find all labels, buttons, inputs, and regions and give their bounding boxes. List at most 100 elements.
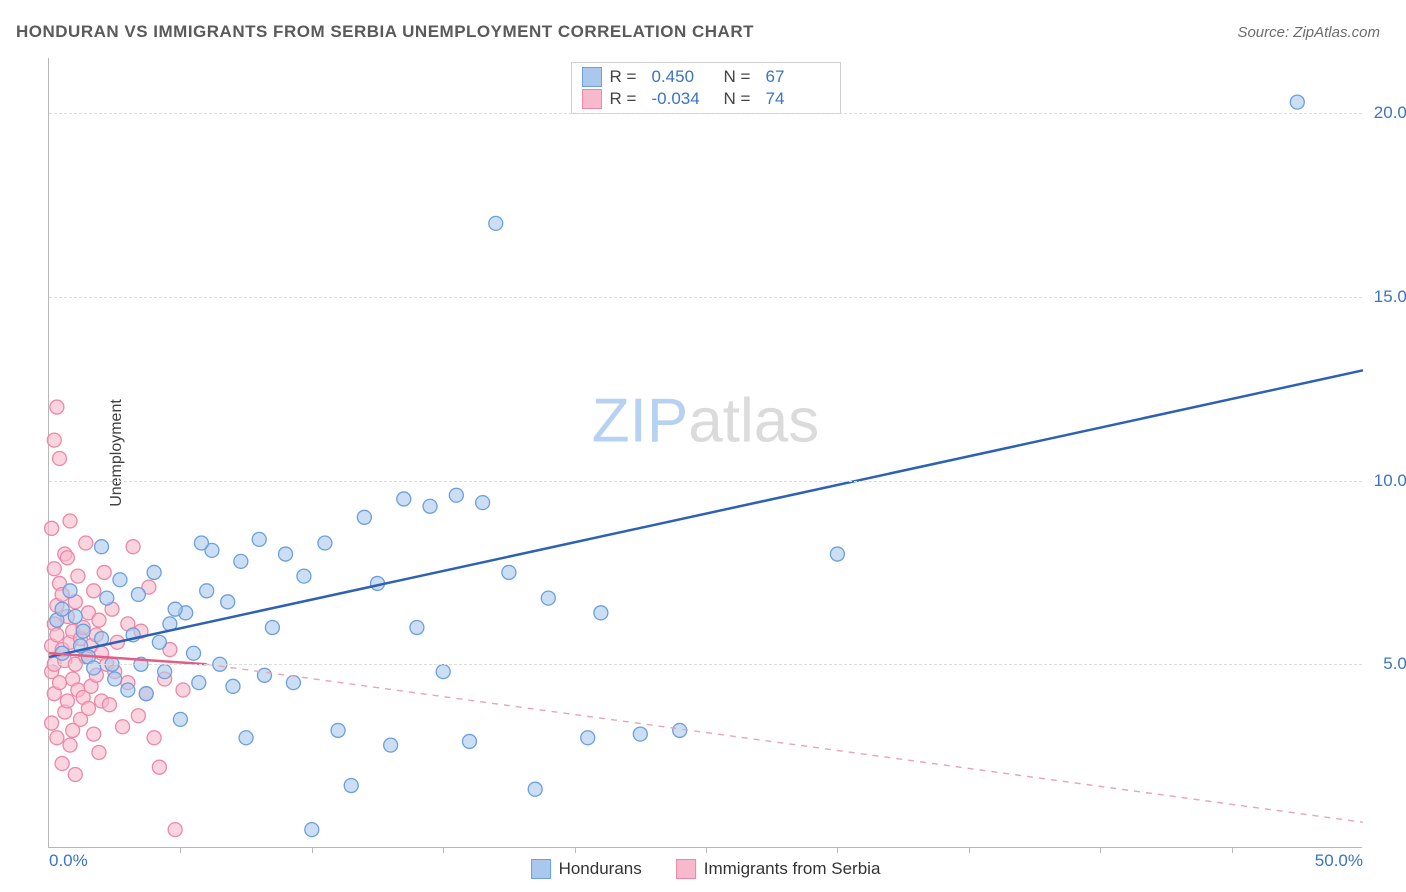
hondurans-point	[55, 602, 69, 616]
hondurans-point	[357, 510, 371, 524]
x-tick-minor	[1100, 847, 1101, 853]
hondurans-point	[502, 565, 516, 579]
serbia-point	[92, 613, 106, 627]
serbia-point	[53, 676, 67, 690]
hondurans-point	[594, 606, 608, 620]
plot-svg	[49, 58, 1362, 847]
hondurans-point	[305, 823, 319, 837]
serbia-point	[92, 745, 106, 759]
serbia-point	[53, 452, 67, 466]
x-tick-minor	[837, 847, 838, 853]
x-tick-label: 50.0%	[1315, 851, 1363, 871]
hondurans-point	[331, 723, 345, 737]
serbia-point	[168, 823, 182, 837]
serbia-point	[47, 433, 61, 447]
hondurans-point	[830, 547, 844, 561]
hondurans-point	[147, 565, 161, 579]
y-tick-label: 10.0%	[1374, 471, 1406, 491]
serbia-point	[68, 768, 82, 782]
hondurans-point	[187, 646, 201, 660]
x-tick-minor	[312, 847, 313, 853]
hondurans-point	[152, 635, 166, 649]
hondurans-point	[344, 779, 358, 793]
plot-area: Unemployment ZIPatlas R =0.450N =67R =-0…	[48, 58, 1362, 848]
hondurans-point	[541, 591, 555, 605]
hondurans-point	[95, 540, 109, 554]
series-legend-item: Immigrants from Serbia	[676, 859, 881, 879]
hondurans-point	[100, 591, 114, 605]
serbia-point	[87, 584, 101, 598]
x-tick-label: 0.0%	[49, 851, 88, 871]
hondurans-point	[234, 554, 248, 568]
serbia-regression-line-dashed	[207, 664, 1363, 822]
serbia-point	[50, 400, 64, 414]
hondurans-point	[131, 587, 145, 601]
serbia-point	[116, 720, 130, 734]
x-tick-minor	[443, 847, 444, 853]
serbia-point	[81, 701, 95, 715]
serbia-point	[47, 562, 61, 576]
serbia-point	[50, 628, 64, 642]
serbia-point	[176, 683, 190, 697]
hondurans-point	[221, 595, 235, 609]
gridline-h	[49, 113, 1362, 114]
hondurans-point	[226, 679, 240, 693]
hondurans-point	[436, 665, 450, 679]
series-legend-label: Immigrants from Serbia	[704, 859, 881, 879]
serbia-point	[97, 565, 111, 579]
hondurans-point	[63, 584, 77, 598]
hondurans-point	[87, 661, 101, 675]
hondurans-point	[423, 499, 437, 513]
hondurans-point	[528, 782, 542, 796]
serbia-point	[63, 514, 77, 528]
hondurans-point	[581, 731, 595, 745]
hondurans-point	[673, 723, 687, 737]
serbia-point	[45, 521, 59, 535]
serbia-point	[102, 698, 116, 712]
hondurans-point	[410, 621, 424, 635]
gridline-h	[49, 481, 1362, 482]
hondurans-point	[121, 683, 135, 697]
chart-title: HONDURAN VS IMMIGRANTS FROM SERBIA UNEMP…	[16, 22, 754, 42]
x-tick-minor	[706, 847, 707, 853]
x-tick-minor	[969, 847, 970, 853]
hondurans-point	[633, 727, 647, 741]
serbia-point	[147, 731, 161, 745]
hondurans-point	[68, 610, 82, 624]
serbia-point	[152, 760, 166, 774]
hondurans-point	[173, 712, 187, 726]
hondurans-point	[192, 676, 206, 690]
serbia-point	[60, 551, 74, 565]
serbia-point	[45, 716, 59, 730]
gridline-h	[49, 297, 1362, 298]
serbia-point	[71, 569, 85, 583]
serbia-point	[50, 731, 64, 745]
hondurans-point	[397, 492, 411, 506]
hondurans-point	[297, 569, 311, 583]
serbia-point	[87, 727, 101, 741]
hondurans-point	[239, 731, 253, 745]
serbia-point	[63, 738, 77, 752]
x-tick-minor	[575, 847, 576, 853]
hondurans-point	[265, 621, 279, 635]
hondurans-point	[200, 584, 214, 598]
hondurans-point	[194, 536, 208, 550]
hondurans-point	[1290, 95, 1304, 109]
serbia-point	[131, 709, 145, 723]
hondurans-point	[168, 602, 182, 616]
y-tick-label: 5.0%	[1383, 654, 1406, 674]
hondurans-point	[462, 734, 476, 748]
chart-container: HONDURAN VS IMMIGRANTS FROM SERBIA UNEMP…	[0, 0, 1406, 892]
hondurans-point	[257, 668, 271, 682]
hondurans-point	[384, 738, 398, 752]
hondurans-point	[158, 665, 172, 679]
series-legend: HonduransImmigrants from Serbia	[531, 859, 881, 879]
hondurans-point	[76, 624, 90, 638]
x-tick-minor	[180, 847, 181, 853]
serbia-point	[126, 540, 140, 554]
hondurans-point	[318, 536, 332, 550]
serbia-point	[55, 756, 69, 770]
x-tick-minor	[1232, 847, 1233, 853]
hondurans-point	[279, 547, 293, 561]
hondurans-regression-line	[49, 370, 1363, 657]
